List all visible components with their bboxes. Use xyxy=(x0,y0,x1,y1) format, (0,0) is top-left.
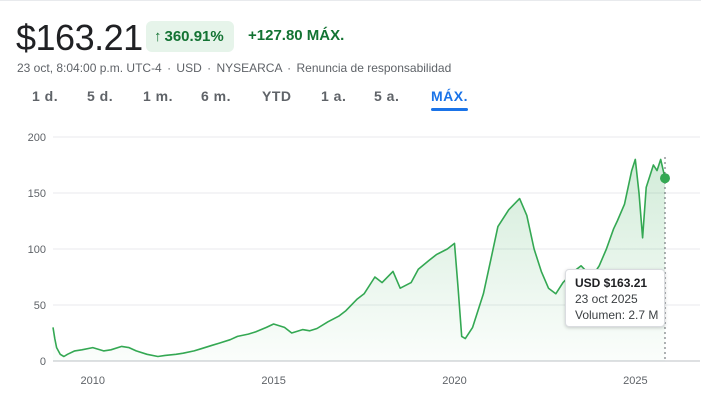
quote-datetime: 23 oct, 8:04:00 p.m. UTC-4 xyxy=(17,61,162,75)
tooltip-volume: Volumen: 2.7 M xyxy=(575,308,659,322)
separator: · xyxy=(207,61,212,75)
tab-1m[interactable]: 1 m. xyxy=(143,88,174,104)
tab-1a[interactable]: 1 a. xyxy=(321,88,347,104)
change-percent: 360.91% xyxy=(164,28,224,45)
tab-max[interactable]: MÁX. xyxy=(431,88,468,111)
y-tick-label: 0 xyxy=(40,356,46,368)
separator: · xyxy=(167,61,172,75)
range-tabs: 1 d. 5 d. 1 m. 6 m. YTD 1 a. 5 a. MÁX. xyxy=(0,88,701,112)
x-tick-label: 2015 xyxy=(261,375,285,387)
tab-5a[interactable]: 5 a. xyxy=(374,88,400,104)
separator: · xyxy=(287,61,292,75)
current-price: $163.21 xyxy=(16,17,143,58)
tab-ytd[interactable]: YTD xyxy=(262,88,292,104)
disclaimer-link[interactable]: Renuncia de responsabilidad xyxy=(296,61,452,75)
quote-meta: 23 oct, 8:04:00 p.m. UTC-4 · USD · NYSEA… xyxy=(17,61,451,75)
tab-1d[interactable]: 1 d. xyxy=(32,88,59,104)
tab-5d[interactable]: 5 d. xyxy=(87,88,114,104)
y-tick-label: 50 xyxy=(34,300,46,312)
x-tick-label: 2025 xyxy=(623,375,647,387)
top-divider xyxy=(0,0,701,1)
price-area xyxy=(53,159,665,361)
x-tick-label: 2020 xyxy=(442,375,466,387)
quote-exchange: NYSEARCA xyxy=(216,61,282,75)
change-absolute: +127.80 MÁX. xyxy=(248,27,345,44)
active-tab-indicator xyxy=(431,108,468,111)
quote-currency: USD xyxy=(176,61,202,75)
hover-tooltip: USD $163.21 23 oct 2025 Volumen: 2.7 M xyxy=(565,269,665,327)
tooltip-price: USD $163.21 xyxy=(575,276,648,290)
y-tick-label: 100 xyxy=(28,244,46,256)
tab-6m[interactable]: 6 m. xyxy=(201,88,232,104)
y-tick-label: 150 xyxy=(28,188,46,200)
change-percent-badge: ↑ 360.91% xyxy=(146,21,234,52)
y-tick-label: 200 xyxy=(28,132,46,144)
tooltip-date: 23 oct 2025 xyxy=(575,292,638,306)
arrow-up-icon: ↑ xyxy=(154,28,162,45)
x-tick-label: 2010 xyxy=(81,375,105,387)
current-point-marker xyxy=(660,173,670,184)
